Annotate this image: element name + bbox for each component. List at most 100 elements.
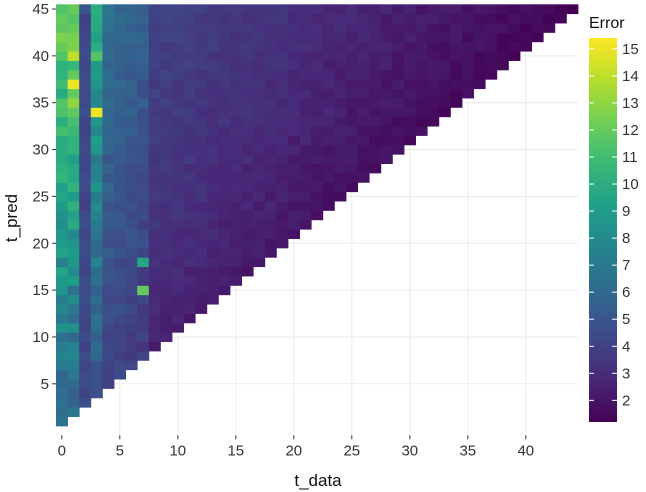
heatmap-cell bbox=[67, 266, 80, 277]
heatmap-cell bbox=[427, 116, 440, 127]
heatmap-cell bbox=[334, 154, 347, 164]
heatmap-cell bbox=[415, 79, 428, 90]
legend-tick-label: 15 bbox=[622, 41, 639, 58]
heatmap-cell bbox=[114, 266, 126, 277]
heatmap-cell bbox=[160, 332, 173, 343]
heatmap-cell bbox=[392, 4, 405, 15]
heatmap-cell bbox=[172, 4, 184, 15]
heatmap-cell bbox=[160, 304, 173, 314]
heatmap-cell bbox=[102, 379, 115, 389]
heatmap-cell bbox=[102, 201, 115, 211]
heatmap-cell bbox=[253, 4, 266, 15]
heatmap-cell bbox=[450, 13, 463, 24]
heatmap-cell bbox=[148, 332, 161, 343]
heatmap-cell bbox=[299, 107, 312, 118]
heatmap-cell bbox=[230, 276, 242, 286]
heatmap-cell bbox=[79, 182, 92, 193]
heatmap-cell bbox=[230, 172, 242, 183]
heatmap-cell bbox=[90, 191, 103, 202]
heatmap-cell bbox=[137, 23, 150, 33]
heatmap-cell bbox=[230, 60, 242, 71]
heatmap-cell bbox=[322, 163, 335, 174]
heatmap-cell bbox=[253, 135, 266, 146]
heatmap-cell bbox=[404, 23, 416, 33]
heatmap-cell bbox=[160, 116, 173, 127]
heatmap-cell bbox=[90, 107, 103, 118]
heatmap-cell bbox=[520, 13, 532, 24]
heatmap-cell bbox=[299, 98, 312, 108]
legend-color-bar bbox=[589, 38, 617, 422]
heatmap-cell bbox=[462, 51, 474, 61]
heatmap-cell bbox=[322, 23, 335, 33]
heatmap-cell bbox=[276, 98, 289, 108]
heatmap-cell bbox=[369, 32, 382, 43]
heatmap-cell bbox=[322, 144, 335, 155]
heatmap-cell bbox=[369, 135, 382, 146]
heatmap-cell bbox=[218, 51, 231, 61]
heatmap-cell bbox=[160, 51, 173, 61]
heatmap-cell bbox=[114, 4, 126, 15]
heatmap-cell bbox=[311, 182, 324, 193]
heatmap-cell bbox=[380, 98, 393, 108]
heatmap-cell bbox=[79, 210, 92, 221]
heatmap-cell bbox=[90, 201, 103, 211]
heatmap-cell bbox=[79, 13, 92, 24]
heatmap-cell bbox=[276, 219, 289, 230]
heatmap-cell bbox=[183, 23, 196, 33]
heatmap-cell bbox=[172, 135, 184, 146]
heatmap-cell bbox=[369, 154, 382, 164]
heatmap-cell bbox=[102, 304, 115, 314]
heatmap-cell bbox=[241, 247, 254, 258]
heatmap-cell bbox=[148, 41, 161, 52]
heatmap-cell bbox=[148, 135, 161, 146]
heatmap-cell bbox=[183, 247, 196, 258]
heatmap-cell bbox=[427, 13, 440, 24]
heatmap-cell bbox=[462, 23, 474, 33]
heatmap-cell bbox=[334, 135, 347, 146]
heatmap-cell bbox=[137, 191, 150, 202]
heatmap-cell bbox=[299, 51, 312, 61]
heatmap-cell bbox=[299, 79, 312, 90]
y-axis-ticks: 5 10 15 20 25 30 35 40 45 bbox=[32, 1, 56, 393]
heatmap-cell bbox=[102, 229, 115, 239]
heatmap-cell bbox=[79, 229, 92, 239]
heatmap-cell bbox=[357, 163, 370, 174]
heatmap-cell bbox=[322, 79, 335, 90]
heatmap-cell bbox=[79, 4, 92, 15]
heatmap-cell bbox=[195, 182, 208, 193]
heatmap-cell bbox=[148, 257, 161, 268]
heatmap-cell bbox=[438, 79, 451, 90]
heatmap-cell bbox=[79, 238, 92, 249]
heatmap-cell bbox=[230, 126, 242, 136]
heatmap-cell bbox=[253, 210, 266, 221]
heatmap-cell bbox=[322, 60, 335, 71]
heatmap-cell bbox=[137, 60, 150, 71]
heatmap-cell bbox=[183, 154, 196, 164]
heatmap-cell bbox=[195, 191, 208, 202]
heatmap-cell bbox=[322, 182, 335, 193]
heatmap-cell bbox=[288, 219, 300, 230]
heatmap-cell bbox=[102, 238, 115, 249]
heatmap-cell bbox=[114, 23, 126, 33]
heatmap-cell bbox=[102, 135, 115, 146]
heatmap-cell bbox=[79, 332, 92, 343]
heatmap-cell bbox=[79, 247, 92, 258]
heatmap-cell bbox=[160, 313, 173, 324]
heatmap-cell bbox=[276, 191, 289, 202]
heatmap-cell bbox=[404, 88, 416, 99]
heatmap-cell bbox=[241, 126, 254, 136]
heatmap-cell bbox=[137, 201, 150, 211]
heatmap-cell bbox=[172, 32, 184, 43]
heatmap-cell bbox=[404, 41, 416, 52]
heatmap-cell bbox=[322, 98, 335, 108]
heatmap-cell bbox=[427, 69, 440, 80]
heatmap-cell bbox=[253, 107, 266, 118]
heatmap-cell bbox=[102, 285, 115, 296]
heatmap-cell bbox=[218, 98, 231, 108]
heatmap-cell bbox=[311, 201, 324, 211]
heatmap-cell bbox=[462, 79, 474, 90]
heatmap-cell bbox=[102, 154, 115, 164]
heatmap-cell bbox=[183, 257, 196, 268]
heatmap-cell bbox=[79, 172, 92, 183]
heatmap-cell bbox=[253, 98, 266, 108]
